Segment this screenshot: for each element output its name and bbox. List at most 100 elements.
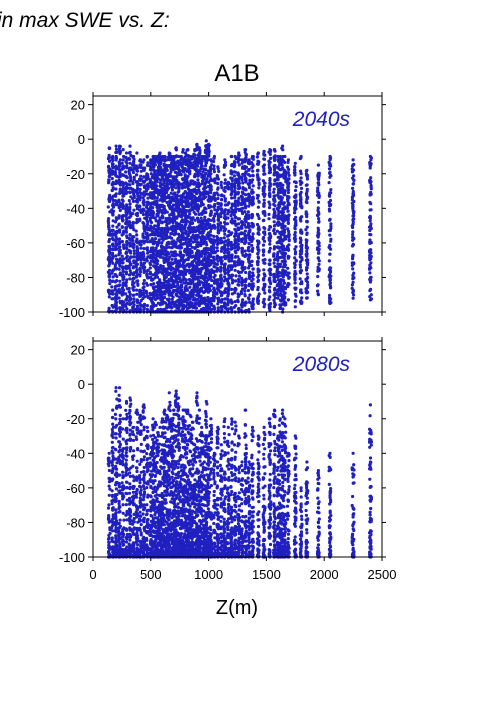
data-point (159, 264, 163, 268)
data-point (171, 221, 175, 225)
data-point (215, 266, 219, 270)
data-point (190, 221, 195, 225)
data-point (139, 174, 143, 178)
data-point (200, 301, 204, 305)
data-point (272, 187, 276, 191)
data-point (161, 238, 165, 242)
data-point (121, 188, 125, 193)
data-point (134, 212, 139, 216)
data-point (117, 288, 121, 292)
data-point (255, 239, 260, 243)
data-point (197, 304, 201, 308)
data-point (128, 262, 133, 266)
data-point (170, 236, 174, 240)
data-point (151, 303, 155, 307)
data-point (226, 216, 230, 220)
data-point (145, 200, 149, 204)
data-point (244, 153, 248, 157)
data-point (141, 232, 145, 236)
data-point (273, 210, 277, 214)
data-point (134, 180, 138, 184)
data-point (117, 164, 121, 169)
data-point (166, 263, 170, 267)
data-point (138, 270, 143, 274)
data-point (272, 305, 277, 309)
data-point (117, 237, 122, 241)
data-point (127, 151, 132, 155)
data-point (210, 284, 214, 288)
data-point (212, 205, 216, 209)
data-point (219, 180, 223, 184)
data-point (107, 174, 111, 178)
data-point (247, 241, 251, 245)
data-point (250, 191, 254, 195)
data-point (190, 251, 194, 255)
data-point (208, 199, 212, 203)
data-point (227, 229, 231, 233)
data-point (114, 194, 118, 198)
data-point (246, 172, 251, 177)
data-point (183, 272, 188, 276)
data-point (161, 215, 165, 219)
data-point (192, 210, 196, 214)
data-point (153, 195, 157, 199)
data-point (247, 186, 252, 190)
data-point (114, 303, 118, 307)
data-point (131, 189, 135, 193)
data-point (190, 301, 194, 305)
data-point (229, 274, 233, 278)
data-point (124, 155, 128, 159)
data-point (162, 260, 166, 265)
points-group-2040s (106, 139, 373, 314)
data-point (165, 232, 169, 236)
data-point (227, 285, 231, 289)
data-point (212, 271, 216, 275)
data-point (131, 266, 135, 270)
data-point (246, 296, 251, 300)
data-point (283, 303, 287, 307)
data-point (243, 254, 247, 258)
data-point (220, 197, 224, 202)
data-point (138, 274, 142, 278)
data-point (162, 307, 166, 311)
data-point (106, 270, 110, 274)
data-point (110, 303, 114, 308)
data-point (222, 163, 227, 167)
data-point (226, 243, 230, 248)
data-point (111, 242, 115, 246)
data-point (160, 248, 164, 252)
data-point (142, 252, 146, 256)
data-point (125, 217, 129, 221)
data-point (250, 248, 254, 252)
data-point (146, 161, 150, 165)
data-point (174, 241, 178, 245)
data-point (250, 259, 254, 263)
data-point (114, 232, 118, 236)
data-point (244, 179, 248, 183)
data-point (262, 288, 266, 292)
data-point (134, 274, 139, 278)
data-point (171, 159, 175, 163)
data-point (148, 291, 152, 295)
data-point (167, 174, 171, 179)
data-point (216, 196, 220, 201)
data-point (236, 222, 241, 226)
data-point (250, 263, 254, 267)
data-point (280, 245, 284, 249)
data-point (203, 167, 208, 172)
data-point (230, 246, 234, 250)
data-point (237, 163, 241, 167)
data-point (106, 164, 111, 168)
data-point (153, 154, 157, 159)
data-point (222, 225, 226, 229)
data-point (118, 261, 122, 265)
data-point (208, 288, 212, 293)
data-point (183, 185, 187, 189)
data-point (283, 296, 287, 300)
data-point (267, 206, 272, 210)
data-point (230, 154, 234, 159)
data-point (176, 164, 180, 168)
data-point (208, 183, 212, 187)
data-point (138, 195, 142, 200)
data-point (220, 186, 224, 190)
